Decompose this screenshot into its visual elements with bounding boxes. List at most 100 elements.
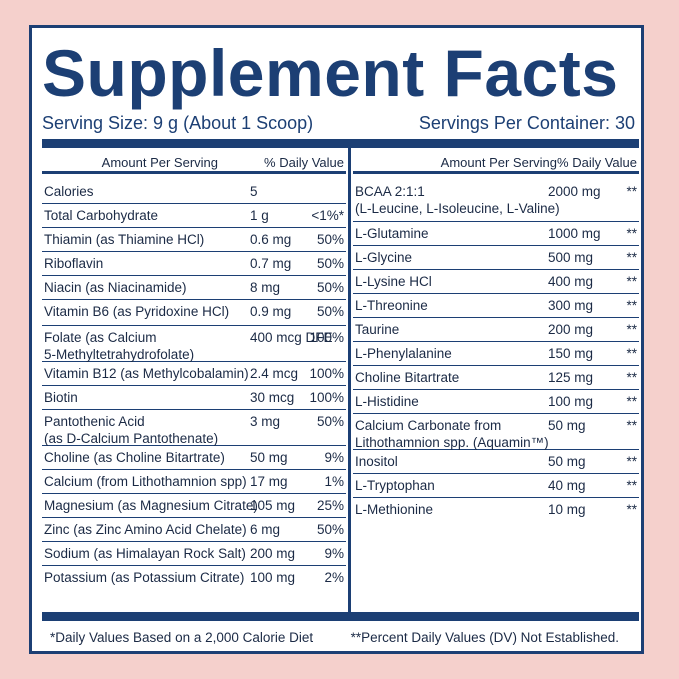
nutrient-name: Thiamin (as Thiamine HCl)	[44, 231, 204, 248]
daily-value: **	[626, 184, 637, 199]
nutrient-name-line: Magnesium (as Magnesium Citrate)	[44, 498, 258, 513]
amount-value: 5	[250, 184, 258, 199]
facts-row: BCAA 2:1:1 (L-Leucine, L-Isoleucine, L-Va…	[353, 180, 639, 222]
nutrient-name-line: Vitamin B12 (as Methylcobalamin)	[44, 366, 249, 381]
left-column: Amount Per Serving % Daily Value Calorie…	[42, 152, 346, 610]
nutrient-name: Choline Bitartrate	[355, 369, 459, 386]
nutrient-name-line: Thiamin (as Thiamine HCl)	[44, 232, 205, 247]
facts-row: Thiamin (as Thiamine HCl) 0.6 mg 50%	[42, 228, 346, 252]
facts-row: Folate (as Calcium 5-Methyltetrahydrofola…	[42, 326, 346, 362]
amount-value: 30 mcg	[250, 390, 295, 405]
facts-row: L-Tryptophan 40 mg **	[353, 474, 639, 498]
nutrient-name-line: (as D-Calcium Pantothenate)	[44, 431, 219, 446]
amount-value: 0.6 mg	[250, 232, 292, 247]
daily-value: 9%	[324, 450, 344, 465]
nutrient-name-line: Choline (as Choline Bitartrate)	[44, 450, 225, 465]
nutrient-name: L-Methionine	[355, 501, 433, 518]
amount-value: 1000 mg	[548, 226, 601, 241]
facts-row: Calcium Carbonate from Lithothamnion spp.…	[353, 414, 639, 450]
nutrient-name-line: Biotin	[44, 390, 78, 405]
amount-value: 8 mg	[250, 280, 281, 295]
facts-row: Vitamin B6 (as Pyridoxine HCl) 0.9 mg 50%	[42, 300, 346, 326]
amount-value: 100 mg	[250, 570, 296, 585]
supplement-facts-panel: Supplement Facts Serving Size: 9 g (Abou…	[29, 25, 644, 654]
nutrient-name: Biotin	[44, 389, 78, 406]
facts-row: Biotin 30 mcg 100%	[42, 386, 346, 410]
nutrient-name: Total Carbohydrate	[44, 207, 158, 224]
nutrient-name-line: Lithothamnion spp. (Aquamin™)	[355, 435, 549, 450]
daily-value: **	[626, 226, 637, 241]
nutrient-name-line: Pantothenic Acid	[44, 414, 145, 429]
daily-value: 50%	[316, 280, 344, 295]
nutrient-name-line: Sodium (as Himalayan Rock Salt)	[44, 546, 246, 561]
amount-value: 1 g	[250, 208, 269, 223]
amount-value: 0.7 mg	[250, 256, 292, 271]
nutrient-name-line: L-Methionine	[355, 502, 434, 517]
daily-value: 2%	[324, 570, 344, 585]
nutrient-name-line: L-Threonine	[355, 298, 428, 313]
nutrient-name: Calcium Carbonate from Lithothamnion spp.…	[355, 417, 549, 451]
daily-value: **	[626, 322, 637, 337]
daily-value: 50%	[316, 304, 344, 319]
daily-value: 50%	[316, 256, 344, 271]
daily-value: <1%*	[311, 208, 344, 223]
amount-value: 200 mg	[548, 322, 594, 337]
daily-value: 50%	[316, 232, 344, 247]
amount-value: 6 mg	[250, 522, 281, 537]
daily-value: **	[626, 394, 637, 409]
nutrient-name-line: Inositol	[355, 454, 398, 469]
amount-value: 0.9 mg	[250, 304, 292, 319]
daily-value: **	[626, 478, 637, 493]
nutrient-name-line: L-Histidine	[355, 394, 419, 409]
daily-value: **	[626, 346, 637, 361]
nutrient-name: BCAA 2:1:1 (L-Leucine, L-Isoleucine, L-Va…	[355, 183, 560, 217]
amount-value: 125 mg	[548, 370, 594, 385]
nutrient-name: L-Lysine HCl	[355, 273, 432, 290]
nutrient-name-line: L-Glutamine	[355, 226, 429, 241]
nutrient-name: Sodium (as Himalayan Rock Salt)	[44, 545, 246, 562]
daily-value: 9%	[324, 546, 344, 561]
amount-value: 2000 mg	[548, 184, 601, 199]
nutrient-name-line: BCAA 2:1:1	[355, 184, 425, 199]
facts-row: Riboflavin 0.7 mg 50%	[42, 252, 346, 276]
daily-value: **	[626, 418, 637, 433]
nutrient-name: Riboflavin	[44, 255, 103, 272]
nutrient-name-line: Calories	[44, 184, 94, 199]
facts-row: Total Carbohydrate 1 g <1%*	[42, 204, 346, 228]
amount-value: 17 mg	[250, 474, 288, 489]
daily-value: **	[626, 454, 637, 469]
facts-row: L-Glutamine 1000 mg **	[353, 222, 639, 246]
right-column: Amount Per Serving % Daily Value BCAA 2:…	[353, 152, 639, 610]
nutrient-name-line: L-Phenylalanine	[355, 346, 452, 361]
facts-row: Taurine 200 mg **	[353, 318, 639, 342]
facts-row: Zinc (as Zinc Amino Acid Chelate) 6 mg 50%	[42, 518, 346, 542]
nutrient-name: Niacin (as Niacinamide)	[44, 279, 187, 296]
amount-value: 150 mg	[548, 346, 594, 361]
daily-value: **	[626, 502, 637, 517]
top-divider-bar	[42, 139, 639, 148]
nutrient-name-line: Calcium (from Lithothamnion spp)	[44, 474, 247, 489]
nutrient-name-line: Calcium Carbonate from	[355, 418, 502, 433]
nutrient-name: L-Threonine	[355, 297, 428, 314]
nutrient-name-line: L-Glycine	[355, 250, 413, 265]
facts-row: Magnesium (as Magnesium Citrate) 105 mg 25…	[42, 494, 346, 518]
amount-value: 40 mg	[548, 478, 586, 493]
nutrient-name: L-Tryptophan	[355, 477, 435, 494]
nutrient-name-line: (L-Leucine, L-Isoleucine, L-Valine)	[355, 201, 560, 216]
left-column-header: Amount Per Serving % Daily Value	[42, 152, 346, 174]
facts-row: L-Glycine 500 mg **	[353, 246, 639, 270]
footnote-daily-values: *Daily Values Based on a 2,000 Calorie D…	[50, 630, 314, 645]
facts-row: L-Threonine 300 mg **	[353, 294, 639, 318]
facts-row: Inositol 50 mg **	[353, 450, 639, 474]
daily-value: **	[626, 298, 637, 313]
nutrient-name-line: Taurine	[355, 322, 400, 337]
nutrient-name-line: Zinc (as Zinc Amino Acid Chelate)	[44, 522, 247, 537]
amount-value: 300 mg	[548, 298, 594, 313]
facts-row: Pantothenic Acid (as D-Calcium Pantothena…	[42, 410, 346, 446]
amount-value: 50 mg	[548, 454, 586, 469]
amount-value: 105 mg	[250, 498, 296, 513]
nutrient-name-line: Niacin (as Niacinamide)	[44, 280, 187, 295]
nutrient-name-line: Potassium (as Potassium Citrate)	[44, 570, 245, 585]
facts-row: L-Lysine HCl 400 mg **	[353, 270, 639, 294]
daily-value: 50%	[316, 522, 344, 537]
